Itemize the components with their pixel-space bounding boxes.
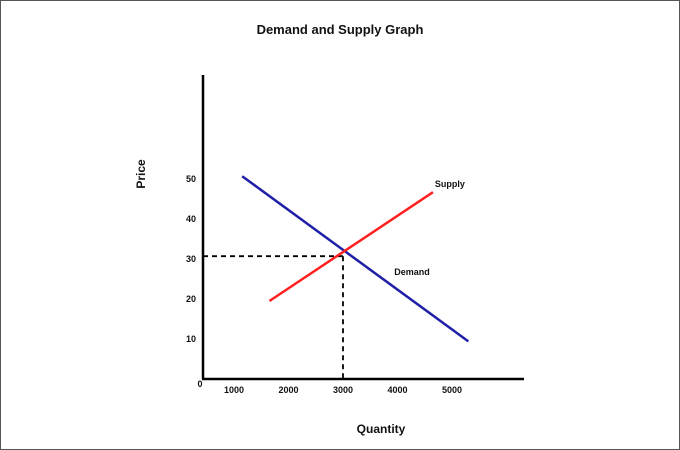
y-tick-label: 20 (186, 294, 196, 304)
x-axis-label: Quantity (356, 422, 406, 436)
y-tick-label: 30 (186, 254, 196, 264)
demand-line (241, 175, 470, 343)
y-tick-label: 10 (186, 334, 196, 344)
supply-line (268, 191, 434, 303)
y-tick-label: 40 (186, 214, 196, 224)
chart-title: Demand and Supply Graph (256, 22, 424, 37)
y-tick-label: 50 (186, 174, 196, 184)
x-tick-label: 2000 (278, 385, 298, 395)
x-tick-label: 4000 (387, 385, 407, 395)
demand-label: Demand (394, 267, 430, 277)
x-tick-label: 3000 (333, 385, 353, 395)
x-tick-label: 5000 (442, 385, 462, 395)
supply-label: Supply (435, 179, 465, 189)
x-tick-label: 1000 (224, 385, 244, 395)
origin-label: 0 (197, 379, 202, 389)
